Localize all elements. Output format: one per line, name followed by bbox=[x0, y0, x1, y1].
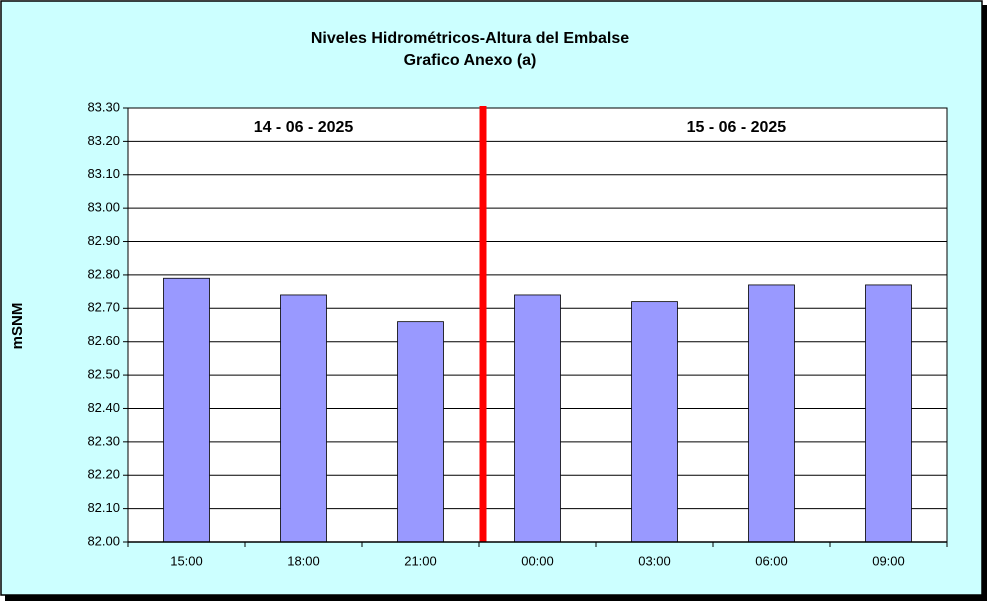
y-tick-label: 82.30 bbox=[87, 433, 120, 448]
x-tick-label: 06:00 bbox=[755, 553, 788, 568]
chart-subtitle: Grafico Anexo (a) bbox=[404, 52, 537, 69]
y-tick-label: 82.00 bbox=[87, 533, 120, 548]
bar bbox=[397, 321, 444, 543]
y-tick-label: 82.20 bbox=[87, 467, 120, 482]
x-tick-label: 15:00 bbox=[170, 553, 203, 568]
y-tick-label: 83.10 bbox=[87, 166, 120, 181]
y-tick-label: 83.20 bbox=[87, 133, 120, 148]
y-tick-label: 82.70 bbox=[87, 300, 120, 315]
bar bbox=[865, 284, 912, 543]
bar bbox=[631, 301, 678, 543]
bar bbox=[748, 284, 795, 543]
annotation: 15 - 06 - 2025 bbox=[687, 119, 787, 136]
x-tick-label: 18:00 bbox=[287, 553, 320, 568]
chart-title: Niveles Hidrométricos-Altura del Embalse bbox=[311, 30, 629, 47]
y-tick-label: 82.40 bbox=[87, 400, 120, 415]
x-tick-label: 21:00 bbox=[404, 553, 437, 568]
bar bbox=[163, 277, 210, 543]
y-tick-label: 82.50 bbox=[87, 367, 120, 382]
y-tick-label: 82.10 bbox=[87, 500, 120, 515]
y-tick-label: 83.00 bbox=[87, 200, 120, 215]
x-tick-label: 03:00 bbox=[638, 553, 671, 568]
bar bbox=[280, 294, 327, 543]
y-axis-label: mSNM bbox=[9, 303, 26, 350]
y-tick-label: 82.60 bbox=[87, 333, 120, 348]
y-tick-label: 82.80 bbox=[87, 266, 120, 281]
y-tick-label: 83.30 bbox=[87, 99, 120, 114]
x-tick-label: 00:00 bbox=[521, 553, 554, 568]
y-tick-label: 82.90 bbox=[87, 233, 120, 248]
x-tick-label: 09:00 bbox=[872, 553, 905, 568]
annotation: 14 - 06 - 2025 bbox=[254, 119, 354, 136]
bar bbox=[514, 294, 561, 543]
